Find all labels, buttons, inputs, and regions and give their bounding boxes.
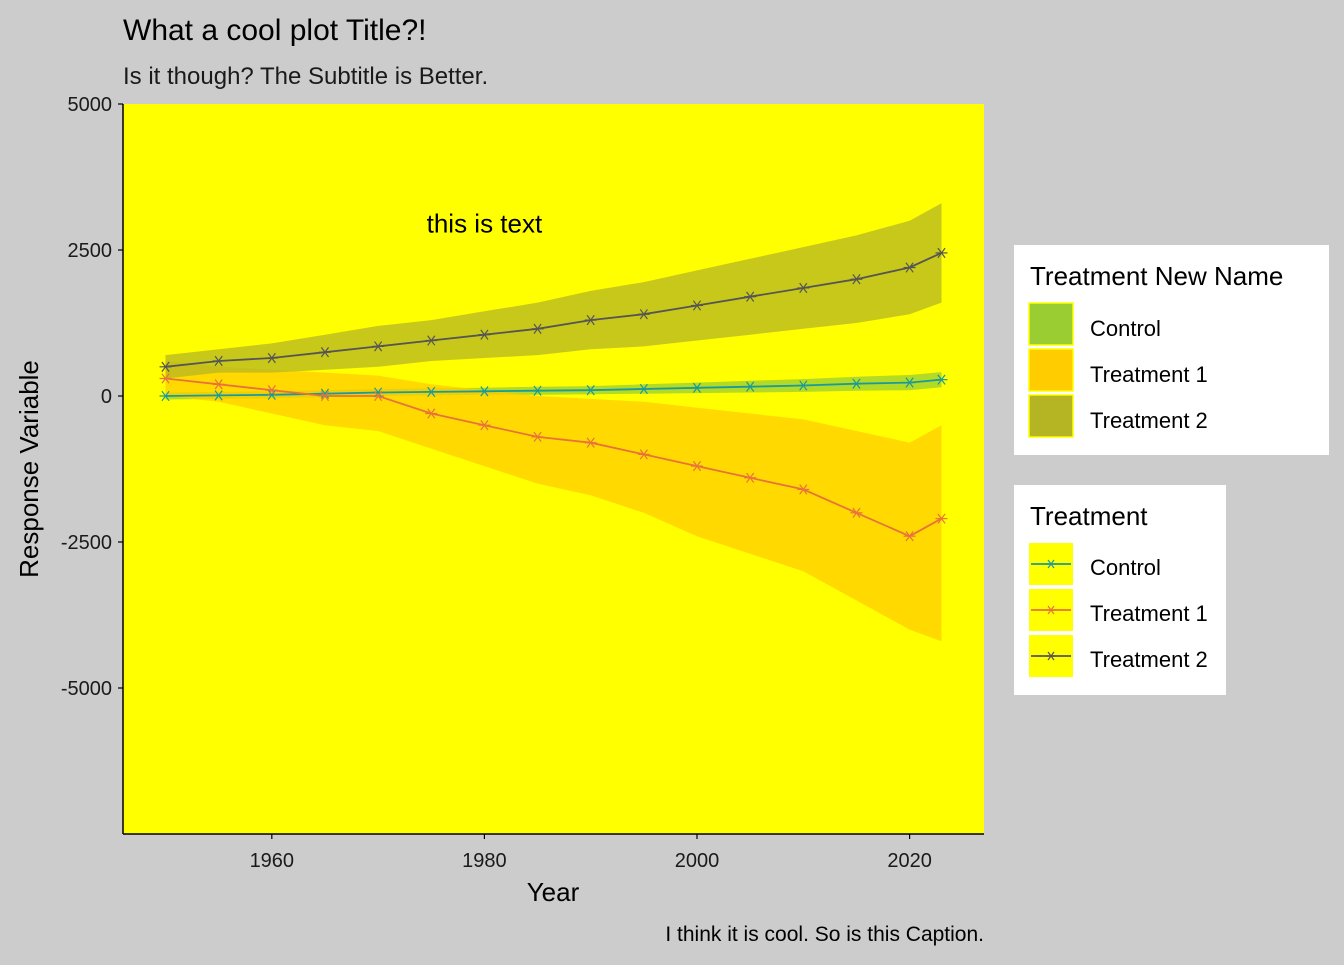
data-point-treatment-2 (744, 291, 757, 302)
legend-color-label: Control (1090, 555, 1161, 580)
data-point-treatment-2 (935, 247, 948, 259)
data-point-treatment-1 (744, 472, 757, 483)
data-point-treatment-1 (935, 513, 948, 524)
data-point-treatment-1 (584, 437, 597, 448)
y-tick-label: 5000 (68, 94, 113, 116)
data-point-treatment-2 (850, 274, 863, 285)
data-point-control (797, 380, 810, 391)
data-point-treatment-2 (372, 341, 385, 352)
data-point-treatment-1 (797, 484, 810, 495)
legend-fill-label: Treatment 1 (1090, 362, 1208, 387)
legend-color-label: Treatment 1 (1090, 601, 1208, 626)
legend-fill-keys (1028, 302, 1074, 438)
data-point-treatment-2 (212, 355, 225, 367)
data-point-treatment-1 (637, 449, 650, 460)
data-point-treatment-1 (478, 420, 491, 431)
chart-subtitle: Is it though? The Subtitle is Better. (123, 63, 488, 90)
data-point-control (850, 378, 863, 389)
chart-caption: I think it is cool. So is this Caption. (665, 923, 984, 946)
data-point-treatment-1 (159, 373, 172, 384)
data-point-treatment-2 (265, 352, 278, 364)
legend-color: Treatment Control Treatment 1 Treatment … (1014, 485, 1226, 695)
chart-title: What a cool plot Title?! (123, 14, 427, 47)
series-line-treatment-1 (165, 377, 942, 538)
data-point-treatment-2 (159, 361, 172, 372)
y-tick-label: -5000 (61, 678, 112, 700)
data-point-treatment-1 (903, 530, 916, 542)
data-point-treatment-2 (531, 323, 544, 335)
data-point-treatment-1 (318, 390, 331, 402)
x-tick-label: 2020 (887, 850, 932, 872)
x-tick-label: 1960 (250, 850, 295, 872)
legend-fill-label: Treatment 2 (1090, 408, 1208, 433)
legend-fill-title: Treatment New Name (1030, 261, 1283, 291)
y-axis-label: Response Variable (14, 360, 44, 578)
data-point-treatment-1 (691, 460, 703, 472)
data-point-treatment-1 (531, 431, 544, 443)
data-point-control (318, 388, 331, 399)
ribbon-treatment-1 (165, 361, 942, 642)
series-line-control (165, 378, 942, 397)
x-axis-label: Year (527, 877, 580, 907)
data-point-treatment-1 (265, 384, 278, 396)
y-tick-label: 2500 (68, 240, 113, 262)
data-point-treatment-1 (425, 408, 438, 419)
data-point-treatment-2 (318, 347, 331, 358)
data-point-control (212, 390, 225, 401)
series-line-layer (165, 252, 942, 538)
data-point-control (637, 383, 650, 395)
y-tick-label: 0 (101, 386, 112, 408)
series-line-treatment-2 (165, 252, 942, 368)
data-point-control (935, 374, 948, 385)
data-point-control (531, 385, 544, 396)
data-point-control (691, 382, 703, 393)
data-point-treatment-2 (478, 329, 491, 340)
data-point-control (478, 386, 491, 397)
legend-fill-label: Control (1090, 316, 1161, 341)
x-tick-label: 2000 (675, 850, 720, 872)
chart-annotation: this is text (427, 209, 543, 239)
data-point-control (425, 386, 438, 398)
ribbon-treatment-2 (165, 203, 942, 379)
data-point-treatment-1 (372, 390, 385, 402)
data-point-treatment-2 (584, 314, 597, 326)
x-axis-ticks: 1960 1980 2000 2020 (250, 834, 932, 872)
y-tick-label: -2500 (61, 532, 112, 554)
legend-color-title: Treatment (1030, 501, 1148, 531)
data-point-treatment-2 (425, 335, 438, 346)
data-point-treatment-2 (903, 262, 916, 273)
legend-color-keys (1029, 543, 1073, 677)
legend-fill-swatch (1028, 348, 1074, 392)
data-point-treatment-1 (850, 507, 863, 518)
legend-color-marker (1046, 651, 1056, 661)
legend-color-label: Treatment 2 (1090, 647, 1208, 672)
data-point-treatment-2 (797, 282, 810, 294)
data-point-control (744, 381, 757, 392)
legend-color-marker (1046, 559, 1056, 569)
data-point-treatment-2 (691, 300, 703, 311)
data-point-treatment-2 (637, 309, 650, 320)
data-point-control (903, 377, 916, 388)
data-point-control (584, 384, 597, 396)
legend-fill: Treatment New Name Control Treatment 1 T… (1014, 245, 1329, 455)
legend-fill-swatch (1028, 302, 1074, 346)
y-axis-ticks: 5000 2500 0 -2500 -5000 (61, 94, 123, 700)
series-point-layer (159, 247, 948, 542)
x-tick-label: 1980 (462, 850, 507, 872)
data-point-treatment-1 (212, 379, 225, 390)
legend-color-marker (1046, 605, 1056, 615)
data-point-control (265, 389, 278, 400)
data-point-control (159, 390, 172, 402)
legend-fill-swatch (1028, 394, 1074, 438)
